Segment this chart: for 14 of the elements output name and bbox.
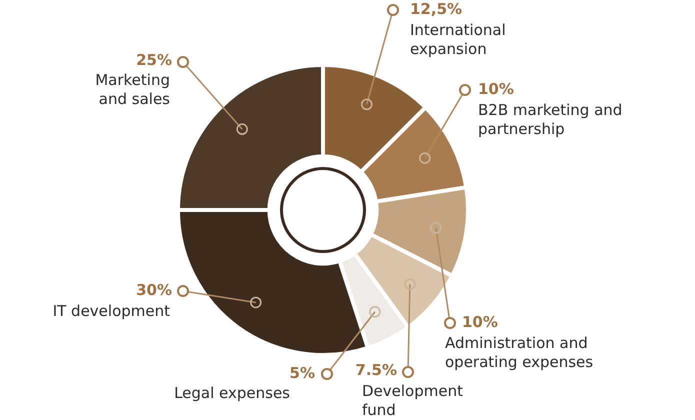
slice-label: Legal expenses	[174, 384, 290, 402]
slice-label: International expansion	[410, 20, 506, 58]
data-label: 10%	[462, 312, 498, 331]
data-label: 30%	[136, 280, 172, 299]
slice-label: Development fund	[362, 382, 464, 419]
data-label: 25%	[136, 50, 172, 69]
legend-label: B2B marketing and partnership	[478, 100, 622, 138]
data-label: 12,5%	[410, 0, 462, 18]
slice-label: Administration and operating expenses	[445, 334, 594, 371]
slice-label: IT development	[52, 302, 170, 320]
data-label: 10%	[478, 80, 514, 98]
slice-label: Marketing and sales	[95, 70, 170, 108]
data-label: 5%	[290, 364, 315, 382]
data-label: 7.5%	[355, 360, 397, 379]
